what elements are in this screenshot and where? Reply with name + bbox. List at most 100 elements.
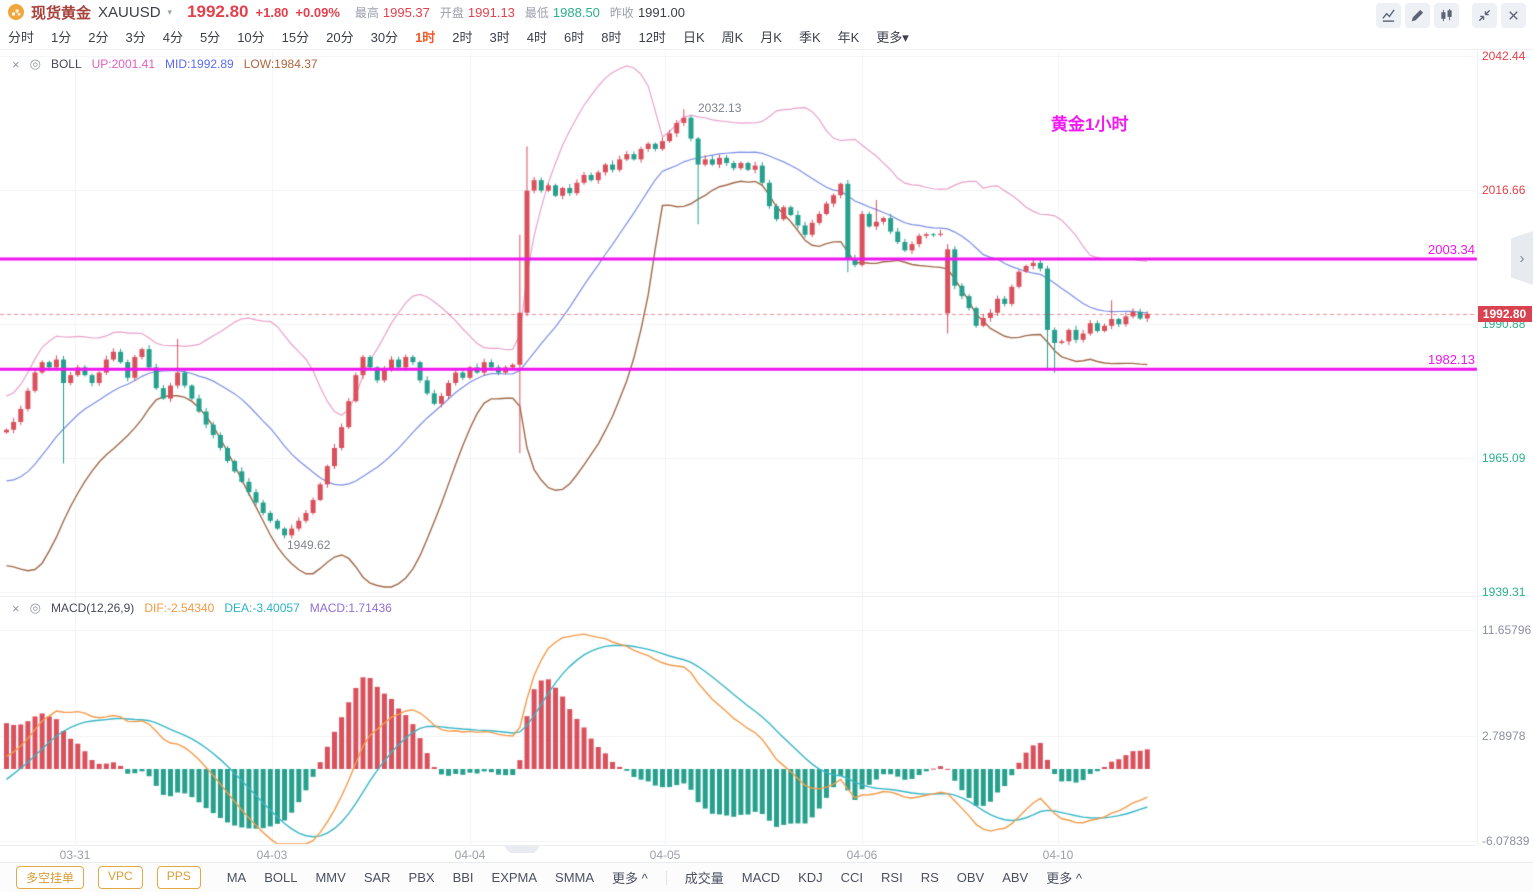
main-indicator-tab-BBI[interactable]: BBI (452, 870, 474, 885)
toolbar-separator (0, 49, 1533, 50)
date-label-04-04: 04-04 (454, 848, 486, 862)
boll-close-icon[interactable]: × (12, 56, 20, 72)
timeframe-bar: 分时 1分 2分 3分 4分 5分 10分 15分 20分 30分 1时 2时 3时 4时 6时 8时 12时 日… (0, 24, 1380, 49)
sub-indicator-tab-ABV[interactable]: ABV (1002, 870, 1029, 885)
sub-indicator-tab-CCI[interactable]: CCI (840, 870, 864, 885)
macd-close-icon[interactable]: × (12, 600, 20, 616)
symbol-dropdown-icon[interactable]: ▾ (167, 6, 173, 17)
timeframe-月K[interactable]: 月K (760, 30, 782, 45)
sub-indicator-tab-KDJ[interactable]: KDJ (798, 870, 823, 885)
daily-stat-0: 最高 1995.37 (355, 4, 430, 21)
boll-low-value: LOW:1984.37 (243, 57, 318, 71)
compare-candles-icon[interactable] (1434, 3, 1459, 28)
timeframe-1分[interactable]: 1分 (51, 30, 72, 45)
bottom-toolbar: 多空挂单 VPC PPS MA BOLL MMV SAR PBX BBI EXPMA SMMA 更多… (0, 862, 1533, 892)
main-indicator-tab-MMV[interactable]: MMV (315, 870, 346, 885)
timeframe-30分[interactable]: 30分 (370, 30, 399, 45)
price-axis-label-1965.09: 1965.09 (1482, 450, 1526, 465)
timeframe-周K[interactable]: 周K (721, 30, 744, 45)
timeframe-2分[interactable]: 2分 (88, 30, 109, 45)
trough-price-annotation: 1949.62 (287, 538, 331, 552)
main-indicator-tab-EXPMA[interactable]: EXPMA (491, 870, 538, 885)
date-label-04-03: 04-03 (256, 848, 288, 862)
macd-dif-value: DIF:-2.54340 (144, 601, 215, 615)
symbol-icon (8, 4, 24, 20)
macd-settings-icon[interactable]: ◎ (29, 600, 41, 615)
sub-indicator-tab-OBV[interactable]: OBV (956, 870, 985, 885)
sub-indicator-tab-MACD[interactable]: MACD (741, 870, 781, 885)
panel-expander-icon[interactable]: › (1511, 231, 1533, 285)
timeframe-5分[interactable]: 5分 (199, 30, 221, 45)
timeframe-日K[interactable]: 日K (682, 30, 705, 45)
timeframe-1时[interactable]: 1时 (415, 30, 436, 45)
daily-stats: 最高 1995.37 开盘 1991.13 最低 1988.50 昨收 1991.00 (355, 4, 685, 21)
macd-hist-value: MACD:1.71436 (309, 601, 392, 615)
timeframe-12时[interactable]: 12时 (638, 30, 666, 45)
last-price: 1992.80 (187, 2, 249, 21)
timeframe-4时[interactable]: 4时 (526, 30, 547, 45)
hline-label-1982.13: 1982.13 (1428, 352, 1475, 368)
main-indicator-tab-BOLL[interactable]: BOLL (264, 870, 298, 885)
date-label-03-31: 03-31 (59, 848, 91, 862)
main-indicator-tab-MA[interactable]: MA (226, 870, 247, 885)
boll-indicator-header: × ◎ BOLL UP:2001.41 MID:1992.89 LOW:1984… (12, 56, 318, 72)
main-indicator-tab-PBX[interactable]: PBX (408, 870, 435, 885)
main-indicator-tab-SAR[interactable]: SAR (363, 870, 391, 885)
line-chart-icon[interactable] (1376, 3, 1401, 28)
stat-label: 最高 (354, 5, 379, 20)
daily-stat-2: 最低 1988.50 (525, 4, 600, 21)
main-indicator-tabs: MA BOLL MMV SAR PBX BBI EXPMA SMMA 更多 ^ (227, 868, 648, 887)
sub-indicator-tab-成交量[interactable]: 成交量 (684, 871, 724, 886)
main-indicator-tab-SMMA[interactable]: SMMA (555, 870, 595, 885)
timeframe-分时[interactable]: 分时 (8, 30, 35, 45)
sub-indicator-tabs: 成交量 MACD KDJ CCI RSI RS OBV ABV 更多 ^ (685, 868, 1082, 887)
main-indicator-tab-更多 ^[interactable]: 更多 ^ (612, 871, 648, 886)
timeframe-3分[interactable]: 3分 (125, 30, 146, 45)
stat-label: 昨收 (609, 5, 634, 20)
daily-stat-3: 昨收 1991.00 (610, 4, 685, 21)
stat-value: 1991.13 (467, 4, 515, 20)
order-button-PPS[interactable]: PPS (156, 866, 201, 889)
symbol-code[interactable]: XAUUSD (98, 3, 161, 21)
close-icon[interactable] (1501, 3, 1526, 28)
collapse-icon[interactable] (1472, 3, 1497, 28)
stat-value: 1991.00 (637, 4, 685, 20)
toolbar-divider (665, 870, 667, 885)
timeframe-季K[interactable]: 季K (798, 30, 821, 45)
boll-up-value: UP:2001.41 (91, 57, 156, 71)
draw-pencil-icon[interactable] (1405, 3, 1430, 28)
stat-value: 1988.50 (552, 4, 600, 20)
boll-name: BOLL (50, 57, 82, 71)
daily-stat-1: 开盘 1991.13 (440, 4, 515, 21)
timeframe-3时[interactable]: 3时 (489, 30, 510, 45)
timeframe-15分[interactable]: 15分 (281, 30, 310, 45)
boll-settings-icon[interactable]: ◎ (29, 56, 41, 71)
hline-label-2003.34: 2003.34 (1428, 242, 1475, 257)
sub-indicator-tab-RS[interactable]: RS (920, 870, 939, 885)
macd-name: MACD(12,26,9) (50, 601, 135, 615)
timeframe-4分[interactable]: 4分 (162, 30, 183, 45)
timeframe-6时[interactable]: 6时 (564, 30, 585, 45)
timeframe-更多▾[interactable]: 更多▾ (876, 30, 909, 45)
price-change: +1.80 (255, 4, 289, 20)
timeframe-年K[interactable]: 年K (837, 30, 860, 45)
macd-axis-label-2.78978: 2.78978 (1482, 728, 1526, 743)
peak-price-annotation: 2032.13 (698, 101, 742, 115)
timeframe-8时[interactable]: 8时 (601, 30, 622, 45)
timeframe-2时[interactable]: 2时 (452, 30, 473, 45)
macd-dea-value: DEA:-3.40057 (224, 601, 300, 615)
axis-collapse-handle[interactable] (503, 845, 541, 853)
timeframe-10分[interactable]: 10分 (237, 30, 265, 45)
sub-indicator-tab-更多 ^[interactable]: 更多 ^ (1046, 871, 1082, 886)
watermark-label: 黄金1小时 (1051, 115, 1129, 134)
order-button-VPC[interactable]: VPC (98, 866, 143, 889)
stat-label: 最低 (524, 5, 549, 20)
timeframe-20分[interactable]: 20分 (326, 30, 354, 45)
pane-separator (0, 596, 1477, 597)
sub-indicator-tab-RSI[interactable]: RSI (881, 870, 903, 885)
header-bar: 现货黄金 XAUUSD ▾ 1992.80 +1.80 +0.09% 最高 199… (0, 0, 1380, 24)
order-button-多空挂单[interactable]: 多空挂单 (16, 866, 85, 889)
boll-mid-value: MID:1992.89 (165, 57, 234, 71)
date-label-04-05: 04-05 (649, 848, 681, 862)
